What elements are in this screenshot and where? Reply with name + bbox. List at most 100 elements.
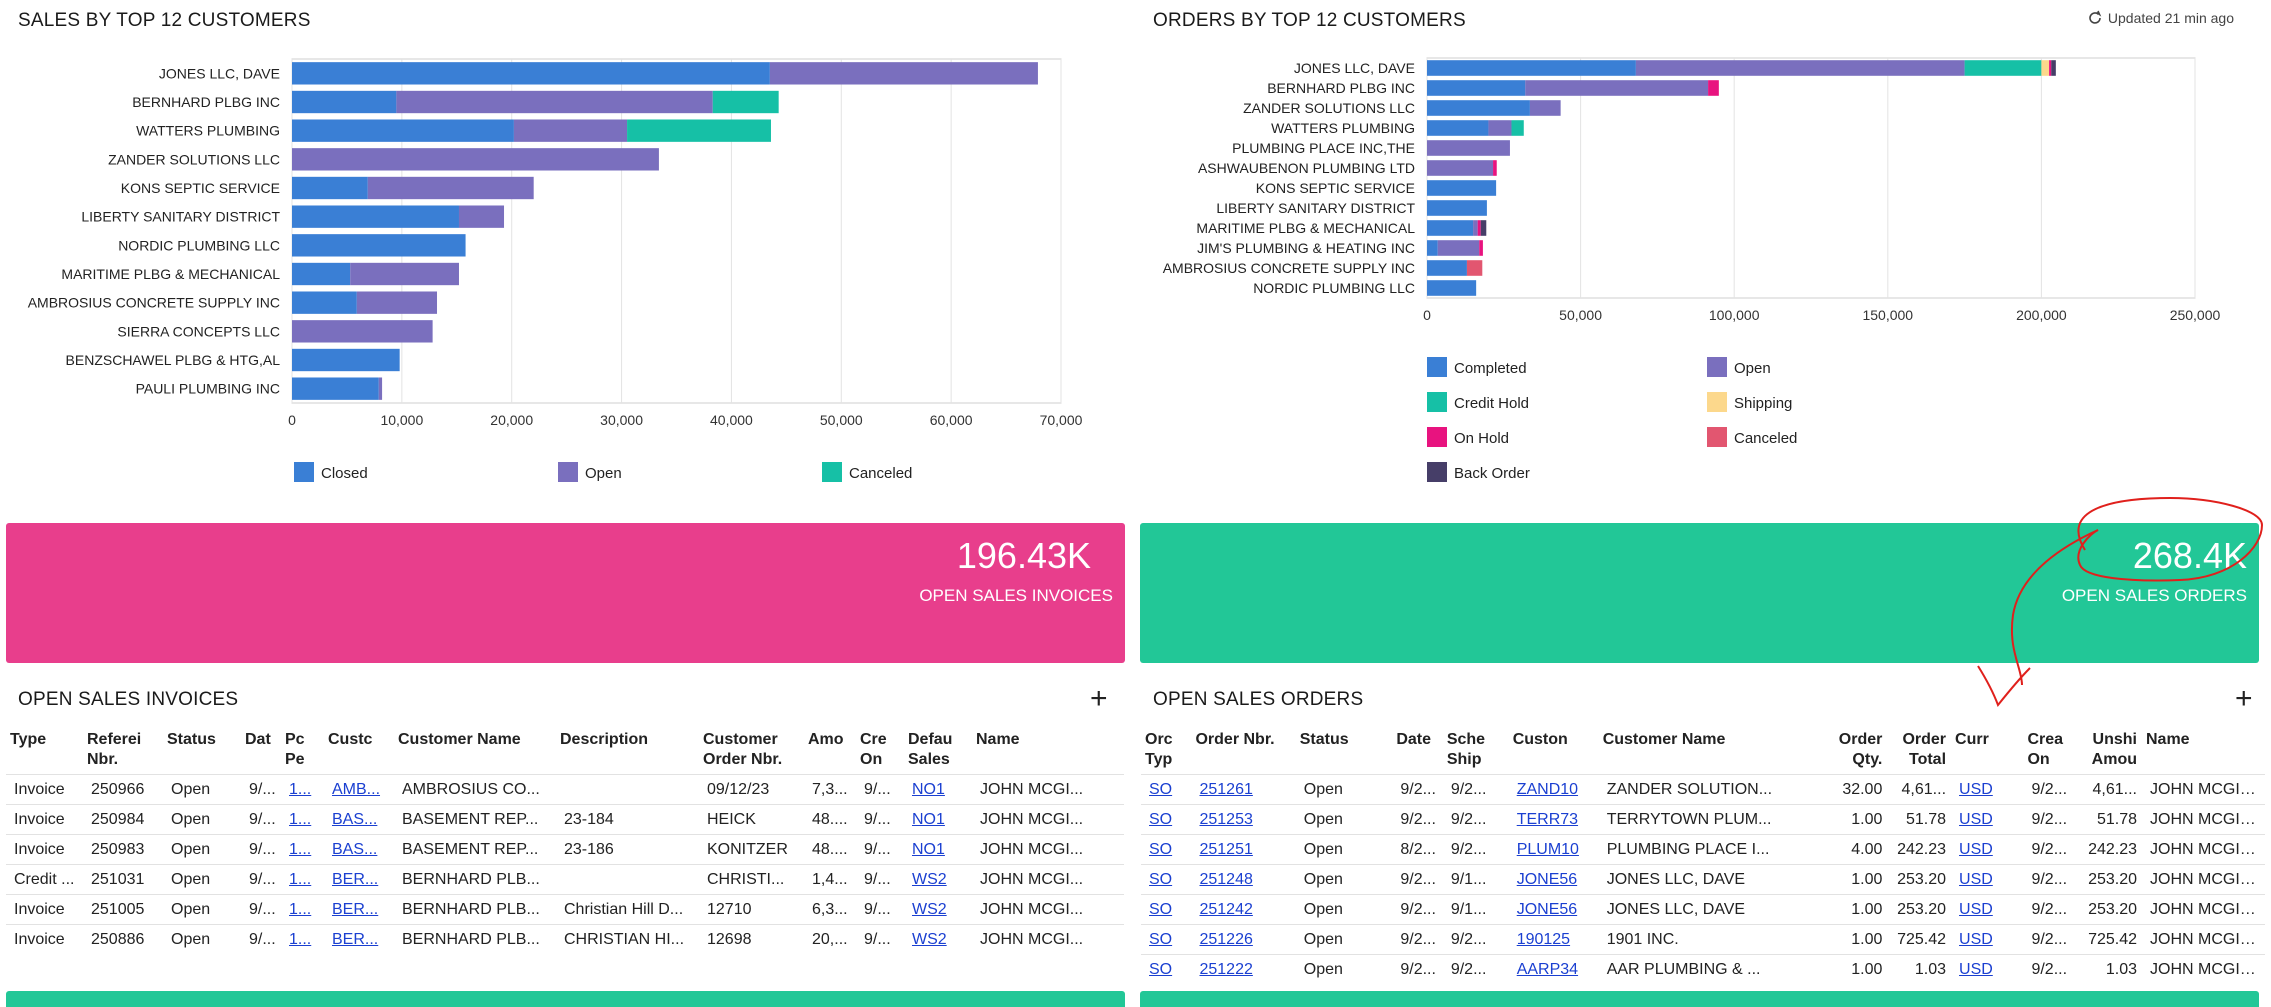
orders-chart-legend-swatch[interactable] [1427, 392, 1447, 412]
orders-table-column-header[interactable]: Name [2146, 731, 2190, 748]
orders-table-row[interactable]: SO 251242 Open 9/2... 9/1... JONE56 JONES LLC,… [1141, 894, 2265, 925]
sales-chart-legend-swatch[interactable] [558, 462, 578, 482]
invoices-table-cell-link[interactable]: NO1 [912, 840, 945, 858]
orders-table-column-header[interactable]: Status [1299, 731, 1349, 748]
sales-chart-bar-canceled[interactable] [627, 119, 771, 142]
orders-chart-bar-completed[interactable] [1427, 100, 1530, 116]
orders-table-cell-link[interactable]: SO [1149, 780, 1173, 798]
invoices-table-cell-link[interactable]: BAS... [332, 810, 378, 828]
orders-table-column-header[interactable]: Custon [1512, 731, 1568, 748]
sales-chart-bar-closed[interactable] [292, 348, 400, 372]
sales-chart-bar-open[interactable] [458, 205, 505, 228]
orders-table-cell-link[interactable]: USD [1959, 840, 1993, 858]
orders-chart-bar-completed[interactable] [1427, 240, 1438, 256]
sales-chart-legend-swatch[interactable] [822, 462, 842, 482]
orders-table-column-header[interactable]: Date [1396, 731, 1432, 748]
orders-chart-bar-open[interactable] [1529, 100, 1561, 116]
orders-chart-bar-completed[interactable] [1427, 260, 1467, 276]
orders-chart-bar-credit-hold[interactable] [1964, 60, 2042, 76]
invoices-table-column-header[interactable]: Description [560, 731, 649, 748]
orders-table-cell-link[interactable]: USD [1959, 900, 1993, 918]
orders-table-column-header[interactable]: Customer Name [1602, 731, 1726, 748]
orders-chart-bar-on-hold[interactable] [1708, 80, 1719, 96]
orders-table-cell-link[interactable]: SO [1149, 960, 1173, 978]
orders-chart-legend-swatch[interactable] [1707, 392, 1727, 412]
orders-chart-bar-on-hold[interactable] [1479, 240, 1483, 256]
orders-table-row[interactable]: SO 251222 Open 9/2... 9/2... AARP34 AAR PLUMBI… [1141, 954, 2265, 985]
orders-table-row[interactable]: SO 251261 Open 9/2... 9/2... ZAND10 ZANDER SOL… [1141, 774, 2265, 805]
sales-chart-bar-open[interactable] [769, 62, 1038, 85]
invoices-table-column-header[interactable]: Customer Order Nbr. [703, 731, 783, 768]
orders-chart-legend-label[interactable]: Open [1734, 360, 1771, 377]
orders-table-cell-link[interactable]: USD [1959, 930, 1993, 948]
orders-table-cell-link[interactable]: 251222 [1199, 960, 1253, 978]
invoices-table-cell-link[interactable]: 1... [289, 810, 312, 828]
sales-chart-bar-canceled[interactable] [712, 90, 779, 114]
orders-chart-legend-label[interactable]: Completed [1454, 360, 1527, 377]
orders-table-cell-link[interactable]: TERR73 [1516, 810, 1579, 828]
invoices-table-column-header[interactable]: Status [167, 731, 216, 748]
sales-chart-bar-open[interactable] [292, 320, 433, 343]
invoices-table-row[interactable]: Invoice 250984 Open 9/... 1... BAS... BASEMENT… [6, 804, 1124, 835]
sales-chart-legend-label[interactable]: Open [585, 465, 622, 482]
orders-table-cell-link[interactable]: SO [1149, 930, 1173, 948]
invoices-table-cell-link[interactable]: WS2 [912, 930, 947, 948]
invoices-table-column-header[interactable]: Cre On [860, 731, 887, 768]
invoices-table-column-header[interactable]: Name [976, 731, 1020, 748]
invoices-table-row[interactable]: Invoice 251005 Open 9/... 1... BER... BERNHARD… [6, 894, 1124, 925]
orders-chart-bar-back-order[interactable] [2051, 60, 2056, 76]
orders-chart-bar-on-hold[interactable] [1493, 160, 1497, 176]
add-order-button[interactable]: + [2235, 682, 2253, 715]
orders-table-column-header[interactable]: Unshi Amou [2091, 731, 2137, 768]
orders-chart-bar-open[interactable] [1525, 80, 1709, 96]
invoices-table-column-header[interactable]: Dat [245, 731, 271, 748]
orders-table-cell-link[interactable]: 251226 [1199, 930, 1253, 948]
sales-chart-bar-closed[interactable] [292, 176, 368, 200]
invoices-table-cell-link[interactable]: NO1 [912, 810, 945, 828]
orders-table-column-header[interactable]: Crea On [2027, 731, 2064, 768]
orders-chart-bar-back-order[interactable] [1480, 220, 1487, 236]
invoices-table-cell-link[interactable]: BER... [332, 900, 379, 918]
sales-chart-bar-closed[interactable] [292, 262, 351, 286]
kpi-open-sales-invoices[interactable]: 196.43K OPEN SALES INVOICES [6, 523, 1125, 663]
orders-table-cell-link[interactable]: SO [1149, 900, 1173, 918]
orders-chart-bar-open[interactable] [1427, 160, 1494, 176]
orders-chart-legend-swatch[interactable] [1707, 357, 1727, 377]
orders-table-row[interactable]: SO 251251 Open 8/2... 9/2... PLUM10 PLUMBING P… [1141, 834, 2265, 865]
orders-chart-bar-completed[interactable] [1427, 220, 1474, 236]
orders-chart-bar-open[interactable] [1427, 140, 1510, 156]
orders-chart-legend-swatch[interactable] [1427, 357, 1447, 377]
orders-table-column-header[interactable]: Curr [1955, 731, 1989, 748]
invoices-table-column-header[interactable]: Customer Name [398, 731, 521, 748]
invoices-table-cell-link[interactable]: 1... [289, 930, 312, 948]
orders-table-cell-link[interactable]: 251251 [1199, 840, 1253, 858]
orders-chart-bar-completed[interactable] [1427, 60, 1636, 76]
invoices-table-column-header[interactable]: Pc Pe [285, 731, 305, 768]
orders-table-cell-link[interactable]: USD [1959, 810, 1993, 828]
invoices-table-row[interactable]: Invoice 250966 Open 9/... 1... AMB... AMBROSIU… [6, 774, 1124, 805]
invoices-table-cell-link[interactable]: 1... [289, 900, 312, 918]
orders-table-cell-link[interactable]: SO [1149, 810, 1173, 828]
orders-table-row[interactable]: SO 251226 Open 9/2... 9/2... 190125 1901 INC. 1… [1141, 924, 2265, 955]
invoices-table-cell-link[interactable]: 1... [289, 870, 312, 888]
orders-chart-legend-label[interactable]: On Hold [1454, 430, 1509, 447]
orders-table-column-header[interactable]: Order Nbr. [1195, 731, 1275, 748]
invoices-table-cell-link[interactable]: BER... [332, 870, 379, 888]
add-invoice-button[interactable]: + [1090, 682, 1108, 715]
orders-chart-bar-credit-hold[interactable] [1511, 120, 1524, 136]
orders-chart-legend-swatch[interactable] [1427, 427, 1447, 447]
invoices-table-cell-link[interactable]: 1... [289, 780, 312, 798]
orders-chart-bar-canceled[interactable] [1466, 260, 1483, 276]
sales-chart-legend-label[interactable]: Closed [321, 465, 368, 482]
orders-table-column-header[interactable]: Order Qty. [1838, 731, 1883, 768]
invoices-table-row[interactable]: Invoice 250886 Open 9/... 1... BER... BERNHARD… [6, 924, 1124, 955]
orders-table-cell-link[interactable]: USD [1959, 870, 1993, 888]
orders-table-cell-link[interactable]: 251253 [1199, 810, 1253, 828]
kpi-open-sales-orders[interactable]: 268.4K OPEN SALES ORDERS [1140, 523, 2259, 663]
orders-table-cell-link[interactable]: JONE56 [1516, 870, 1578, 888]
orders-table-cell-link[interactable]: USD [1959, 960, 1993, 978]
orders-table-column-header[interactable]: Order Total [1902, 731, 1947, 768]
orders-chart-legend-swatch[interactable] [1707, 427, 1727, 447]
invoices-table-cell-link[interactable]: BER... [332, 930, 379, 948]
orders-table-cell-link[interactable]: 251248 [1199, 870, 1253, 888]
